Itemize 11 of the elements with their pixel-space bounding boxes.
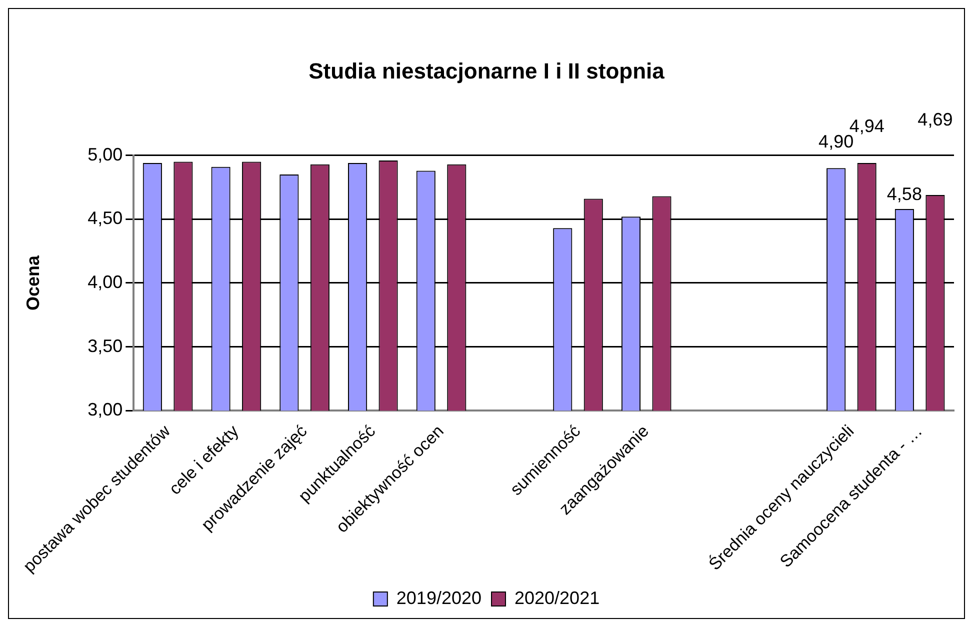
data-label: 4,58 xyxy=(886,184,922,204)
y-tick-label: 3,00 xyxy=(88,400,123,420)
y-tick-label: 3,50 xyxy=(88,336,123,356)
y-tick-label: 5,00 xyxy=(88,144,123,164)
y-tick-label: 4,50 xyxy=(88,208,123,228)
y-axis-title: Ocena xyxy=(22,254,43,311)
legend-label: 2020/2021 xyxy=(514,588,600,608)
chart-title: Studia niestacjonarne I i II stopnia xyxy=(308,58,666,84)
y-tick-label: 4,00 xyxy=(88,272,123,292)
data-label: 4,69 xyxy=(918,109,953,130)
legend-label: 2019/2020 xyxy=(396,588,482,608)
